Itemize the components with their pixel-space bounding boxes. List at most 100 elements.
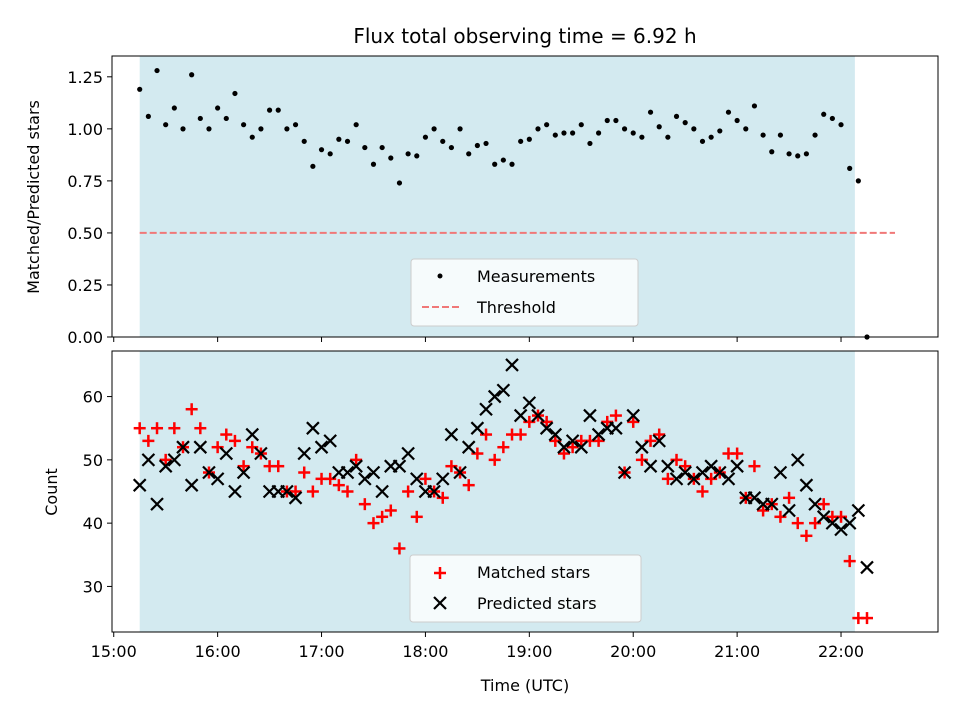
predicted-star-point xyxy=(816,510,831,524)
measurement-point xyxy=(630,130,636,136)
x-stroke-b xyxy=(574,440,589,454)
matched-star-point xyxy=(341,485,354,498)
predicted-star-point xyxy=(245,427,260,442)
measurement-point xyxy=(215,105,221,111)
x-stroke-b xyxy=(470,421,485,435)
x-stroke-b xyxy=(210,472,225,486)
matched-star-point xyxy=(376,510,389,523)
x-stroke-b xyxy=(860,560,874,575)
x-stroke-b xyxy=(790,453,805,467)
bottom-axes-frame xyxy=(111,350,939,633)
top-panel: 0.00 0.25 0.50 0.75 1.00 1.25 Matched/Predict… xyxy=(24,55,939,347)
x-stroke-b xyxy=(842,516,857,530)
predicted-star-point xyxy=(453,465,467,480)
x-stroke-b xyxy=(314,440,329,454)
measurement-point xyxy=(474,142,480,149)
x-stroke-b xyxy=(799,478,814,492)
measurement-point xyxy=(275,107,281,113)
predicted-star-point xyxy=(141,453,156,467)
x-stroke-b xyxy=(132,478,147,492)
x-stroke-b xyxy=(721,472,736,486)
predicted-star-point xyxy=(557,440,571,454)
legend-matched-marker xyxy=(434,567,446,579)
x-stroke-b xyxy=(609,421,623,435)
x-stroke-b xyxy=(150,497,164,511)
x-stroke-b xyxy=(202,465,216,480)
measurement-point xyxy=(587,140,593,147)
x-stroke-b xyxy=(652,434,666,448)
predicted-star-point xyxy=(280,484,294,499)
x-tick-label: 17:00 xyxy=(298,642,344,661)
matched-star-point xyxy=(757,504,770,517)
measurement-point xyxy=(769,149,775,155)
predicted-star-point xyxy=(366,465,381,480)
predicted-star-point xyxy=(669,472,684,486)
chart-title: Flux total observing time = 6.92 h xyxy=(353,24,696,48)
measurement-point xyxy=(258,126,264,132)
matched-star-point xyxy=(402,485,415,498)
x-stroke-b xyxy=(245,427,260,442)
predicted-star-point xyxy=(678,465,692,480)
predicted-star-point xyxy=(505,358,519,372)
bottom-y-ticks: 30 40 50 60 xyxy=(83,388,112,596)
series-predicted-stars xyxy=(132,358,874,575)
series-measurements xyxy=(137,67,870,340)
measurement-point xyxy=(327,151,333,157)
x-stroke-b xyxy=(643,459,658,473)
predicted-star-point xyxy=(539,421,554,435)
measurement-point xyxy=(405,151,411,157)
x-tick-label: 16:00 xyxy=(195,642,241,661)
predicted-star-point xyxy=(713,465,727,480)
matched-star-point xyxy=(211,441,224,454)
matched-star-point xyxy=(670,453,683,466)
matched-star-point xyxy=(471,447,484,460)
measurement-point xyxy=(154,67,160,74)
x-tick-label: 22:00 xyxy=(818,642,864,661)
bottom-y-tick-label: 50 xyxy=(83,451,103,470)
matched-star-point xyxy=(592,434,605,447)
measurement-point xyxy=(613,117,619,124)
x-stroke-b xyxy=(764,497,779,511)
measurement-point xyxy=(526,136,532,142)
top-y-tick-label: 0.25 xyxy=(67,276,103,295)
measurement-point xyxy=(206,126,212,132)
predicted-star-point xyxy=(583,408,597,423)
x-stroke-b xyxy=(254,446,268,461)
x-stroke-b xyxy=(531,408,545,423)
bottom-marks xyxy=(132,358,874,625)
x-stroke-b xyxy=(141,453,156,467)
x-stroke-b xyxy=(401,446,415,461)
measurement-point xyxy=(440,138,446,144)
predicted-star-point xyxy=(617,465,632,480)
predicted-star-point xyxy=(479,402,493,417)
bottom-y-tick-label: 40 xyxy=(83,514,103,533)
matched-star-point xyxy=(601,415,614,428)
x-stroke-b xyxy=(704,459,718,473)
matched-star-point xyxy=(332,479,345,492)
predicted-star-point xyxy=(513,408,528,423)
measurement-point xyxy=(812,132,818,138)
measurement-point xyxy=(414,153,420,159)
legend-predicted-label: Predicted stars xyxy=(477,594,597,613)
matched-star-point xyxy=(272,460,285,473)
predicted-star-point xyxy=(167,453,182,467)
predicted-star-point xyxy=(730,459,744,473)
predicted-star-point xyxy=(409,472,424,486)
predicted-star-point xyxy=(444,427,459,442)
x-stroke-b xyxy=(444,427,459,442)
bottom-x-ticks: 15:00 16:00 17:00 18:00 19:00 20:00 21:00 22:00 xyxy=(91,632,864,661)
x-stroke-b xyxy=(522,396,537,410)
measurement-point xyxy=(847,165,853,171)
predicted-star-point xyxy=(401,446,415,461)
measurement-point xyxy=(647,109,654,115)
bottom-y-axis-label: Count xyxy=(42,468,61,516)
x-stroke-b xyxy=(782,503,796,518)
predicted-star-point xyxy=(193,440,208,454)
matched-star-point xyxy=(220,428,233,441)
x-stroke-b xyxy=(678,465,692,480)
predicted-star-point xyxy=(522,396,537,410)
x-stroke-b xyxy=(834,522,848,537)
legend-predicted-marker xyxy=(433,596,447,610)
measurement-point xyxy=(284,126,290,132)
measurement-point xyxy=(838,122,844,128)
